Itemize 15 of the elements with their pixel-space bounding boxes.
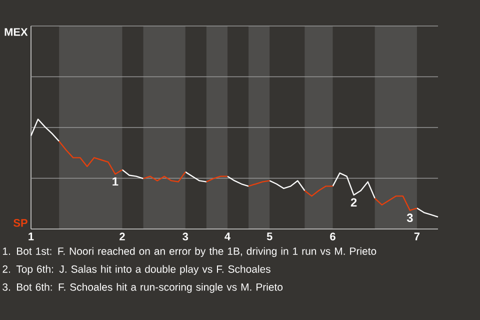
- text: SP: [14, 219, 28, 227]
- text: 1. Bot 1st: F. Noori reached on an error by the 1B, driving in 1 run vs M. Prieto: [3, 247, 376, 257]
- x-tick-label: 4: [224, 232, 230, 240]
- text: MEX: [4, 28, 28, 36]
- x-tick-label: 7: [414, 232, 420, 240]
- x-tick-label: 2: [120, 232, 125, 240]
- annotation: 2: [350, 198, 357, 207]
- text: 3. Bot 6th: F. Schoales hit a run-scoring single vs M. Prieto: [2, 283, 283, 293]
- annotation: 1: [112, 177, 118, 186]
- x-tick-label: 5: [266, 232, 272, 240]
- x-tick-label: 1: [28, 232, 34, 240]
- annotation: 3: [406, 214, 413, 222]
- x-tick-label: 6: [330, 232, 336, 240]
- text: 2. Top 6th: J. Salas hit into a double play vs F. Schoales: [2, 265, 270, 275]
- x-tick-label: 3: [182, 232, 188, 240]
